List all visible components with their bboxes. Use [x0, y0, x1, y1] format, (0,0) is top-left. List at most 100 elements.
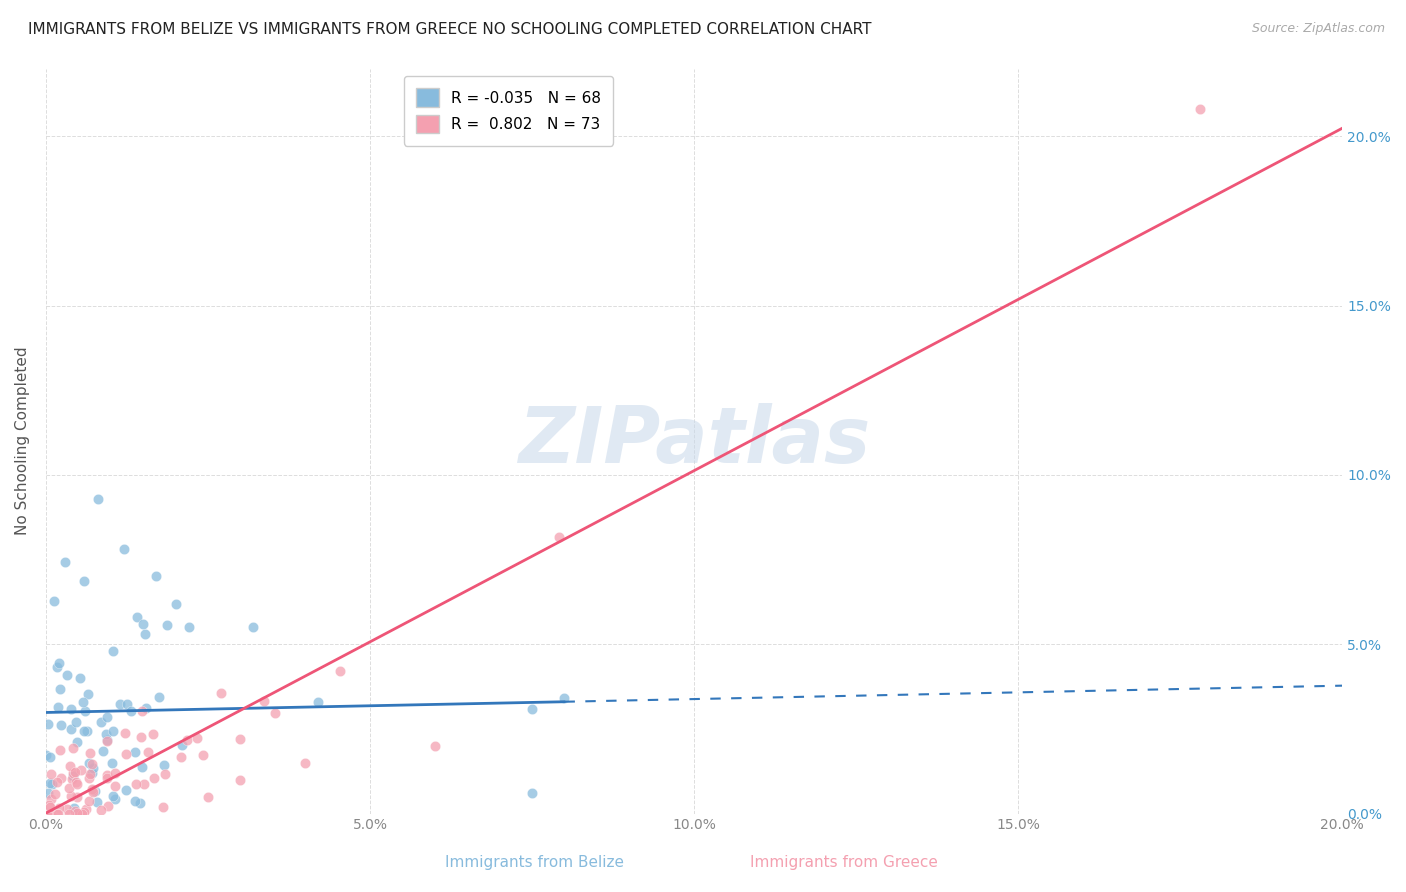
Point — [76, 724, 98, 739]
Point — [44, 594, 66, 608]
Point — [82, 785, 104, 799]
Point — [59, 789, 82, 804]
Point — [49, 771, 72, 785]
Point — [38, 806, 60, 821]
Point — [294, 756, 316, 770]
Point — [59, 722, 82, 736]
Point — [165, 597, 187, 611]
Point — [35, 748, 58, 763]
Point — [80, 757, 103, 772]
Point — [48, 801, 70, 815]
Point — [75, 802, 97, 816]
Point — [264, 706, 287, 720]
Point — [101, 789, 124, 803]
Point — [1188, 102, 1211, 116]
Point — [65, 775, 87, 789]
Point — [115, 747, 138, 761]
Text: Immigrants from Greece: Immigrants from Greece — [749, 855, 938, 870]
Point — [124, 777, 146, 791]
Point — [38, 798, 60, 813]
Point — [77, 771, 100, 785]
Point — [46, 806, 69, 821]
Point — [79, 746, 101, 760]
Point — [46, 775, 69, 789]
Point — [101, 644, 124, 658]
Point — [63, 801, 86, 815]
Point — [104, 779, 127, 793]
Point — [253, 694, 276, 708]
Point — [79, 767, 101, 781]
Point — [131, 705, 153, 719]
Point — [135, 701, 157, 715]
Point — [62, 741, 84, 756]
Point — [520, 701, 543, 715]
Point — [177, 620, 200, 634]
Point — [125, 610, 148, 624]
Point — [37, 786, 59, 800]
Point — [307, 695, 329, 709]
Point — [169, 750, 191, 764]
Point — [328, 665, 350, 679]
Point — [94, 727, 117, 741]
Text: Immigrants from Belize: Immigrants from Belize — [444, 855, 624, 870]
Point — [132, 616, 155, 631]
Point — [124, 745, 146, 759]
Point — [66, 735, 89, 749]
Point — [44, 787, 66, 801]
Point — [63, 804, 86, 818]
Point — [73, 805, 96, 819]
Point — [39, 766, 62, 780]
Point — [80, 781, 103, 796]
Point — [39, 791, 62, 805]
Point — [73, 723, 96, 738]
Point — [228, 731, 250, 746]
Point — [59, 702, 82, 716]
Point — [70, 806, 93, 821]
Point — [229, 772, 252, 787]
Point — [548, 530, 571, 544]
Point — [101, 756, 124, 770]
Point — [66, 805, 89, 820]
Point — [186, 731, 208, 746]
Point — [39, 800, 62, 814]
Point — [69, 671, 91, 685]
Point — [66, 777, 89, 791]
Point — [59, 759, 82, 773]
Point — [120, 705, 142, 719]
Point — [48, 682, 70, 697]
Point — [62, 765, 84, 780]
Point — [242, 620, 264, 634]
Point — [70, 764, 93, 778]
Point — [112, 542, 135, 557]
Point — [197, 789, 219, 804]
Point — [53, 555, 76, 569]
Text: Source: ZipAtlas.com: Source: ZipAtlas.com — [1251, 22, 1385, 36]
Point — [96, 710, 118, 724]
Point — [104, 765, 127, 780]
Point — [73, 574, 96, 588]
Point — [96, 799, 118, 814]
Point — [156, 617, 179, 632]
Point — [170, 738, 193, 752]
Point — [73, 704, 96, 718]
Point — [132, 777, 155, 791]
Point — [176, 732, 198, 747]
Point — [82, 783, 104, 797]
Point — [41, 806, 63, 821]
Point — [65, 715, 87, 730]
Point — [152, 799, 174, 814]
Point — [86, 795, 108, 809]
Point — [124, 794, 146, 808]
Point — [153, 757, 176, 772]
Point — [80, 765, 103, 780]
Point — [90, 715, 112, 730]
Point — [83, 784, 105, 798]
Point — [134, 627, 156, 641]
Point — [49, 743, 72, 757]
Point — [96, 768, 118, 782]
Point — [553, 691, 575, 706]
Point — [423, 739, 446, 753]
Point — [103, 724, 125, 739]
Point — [82, 761, 104, 775]
Point — [76, 687, 98, 701]
